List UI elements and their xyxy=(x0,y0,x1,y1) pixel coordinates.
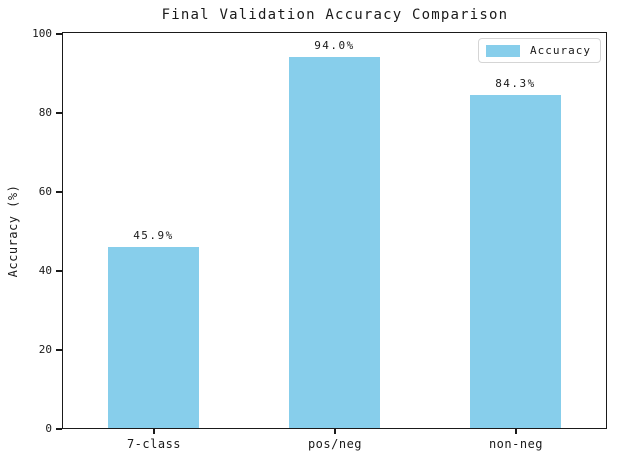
x-tick-label: 7-class xyxy=(126,437,182,451)
y-tick-mark xyxy=(56,348,62,351)
x-tick-label: pos/neg xyxy=(307,437,363,451)
y-tick-mark xyxy=(56,269,62,272)
y-tick-mark xyxy=(56,427,62,430)
y-tick-mark xyxy=(56,111,62,114)
bar-7-class xyxy=(108,246,199,428)
y-tick-mark xyxy=(56,190,62,193)
bar-value-label: 84.3% xyxy=(495,77,536,91)
y-tick-label: 40 xyxy=(38,263,52,277)
bar-value-label: 94.0% xyxy=(314,38,355,52)
x-tick-mark xyxy=(334,429,336,434)
bar-non-neg xyxy=(470,95,561,428)
y-tick-label: 80 xyxy=(38,105,52,119)
y-tick-label: 0 xyxy=(45,421,52,435)
legend-swatch-accuracy xyxy=(486,44,521,57)
y-tick-label: 20 xyxy=(38,342,52,356)
legend: Accuracy xyxy=(478,38,601,63)
plot-area: 45.9% 94.0% 84.3% Accuracy xyxy=(62,32,607,429)
chart-title: Final Validation Accuracy Comparison xyxy=(161,7,509,23)
x-tick-mark xyxy=(515,429,517,434)
y-tick-mark xyxy=(56,32,62,35)
y-tick-label: 60 xyxy=(38,184,52,198)
legend-label: Accuracy xyxy=(530,44,591,57)
bar-pos/neg xyxy=(289,56,380,428)
x-tick-label: non-neg xyxy=(488,437,544,451)
bar-value-label: 45.9% xyxy=(133,228,174,242)
x-tick-mark xyxy=(153,429,155,434)
y-tick-label: 100 xyxy=(32,26,52,40)
